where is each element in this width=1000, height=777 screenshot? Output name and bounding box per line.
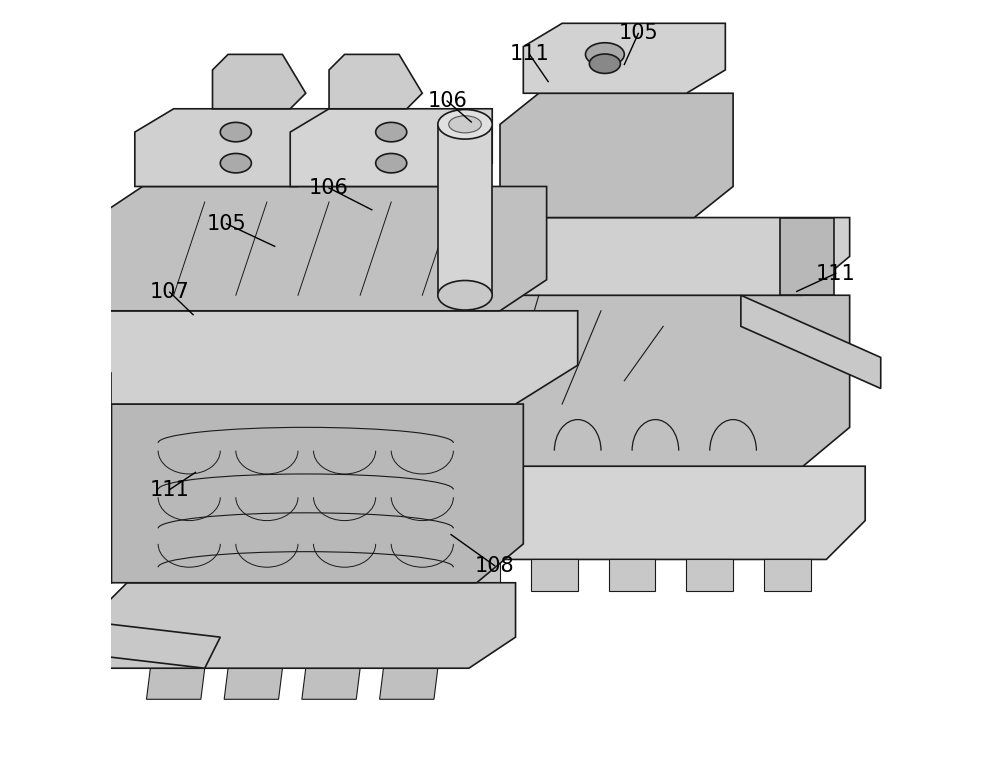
Polygon shape [329,54,422,109]
Ellipse shape [376,154,407,172]
Polygon shape [18,404,111,583]
Polygon shape [531,559,578,591]
Polygon shape [96,583,516,668]
Text: 107: 107 [150,282,190,302]
Polygon shape [453,559,500,591]
Polygon shape [500,93,733,218]
Text: 108: 108 [475,556,514,576]
Polygon shape [380,668,438,699]
Text: 105: 105 [618,23,658,44]
Polygon shape [438,218,492,295]
Ellipse shape [438,110,492,139]
Polygon shape [360,295,850,466]
Text: 111: 111 [816,263,856,284]
Polygon shape [96,186,547,311]
Polygon shape [438,124,492,295]
Ellipse shape [589,54,620,73]
Text: 106: 106 [309,178,349,198]
Polygon shape [360,466,865,559]
Polygon shape [741,295,881,388]
Polygon shape [34,373,111,404]
Polygon shape [523,23,725,93]
Ellipse shape [220,123,251,141]
Polygon shape [224,668,282,699]
Polygon shape [780,218,834,295]
Text: 111: 111 [510,44,549,64]
Polygon shape [213,54,306,109]
Polygon shape [302,668,360,699]
Ellipse shape [220,154,251,172]
Ellipse shape [438,280,492,310]
Polygon shape [146,668,205,699]
Polygon shape [764,559,811,591]
Ellipse shape [449,116,481,133]
Ellipse shape [55,514,90,542]
Ellipse shape [55,437,90,465]
Polygon shape [80,404,523,583]
Polygon shape [34,311,578,404]
Text: 106: 106 [427,91,467,111]
Polygon shape [290,109,492,186]
Text: 111: 111 [150,479,190,500]
Polygon shape [686,559,733,591]
Polygon shape [391,218,850,295]
Polygon shape [73,622,220,668]
Polygon shape [135,109,337,186]
Ellipse shape [585,43,624,66]
Ellipse shape [376,123,407,141]
Polygon shape [609,559,655,591]
Text: 105: 105 [207,214,246,234]
